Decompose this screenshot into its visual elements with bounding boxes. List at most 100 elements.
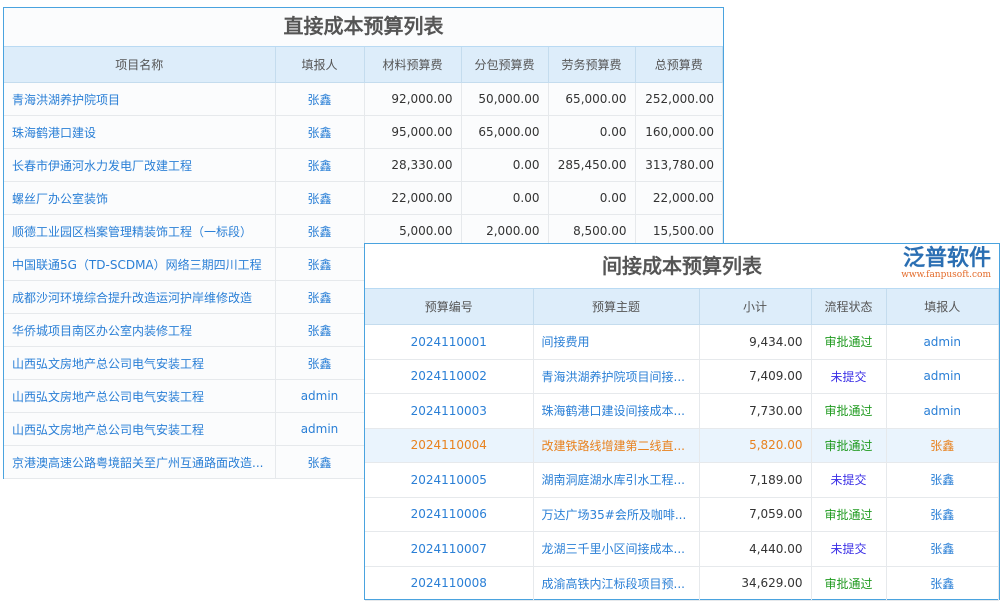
status-badge: 审批通过 [811, 393, 887, 429]
reporter[interactable]: 张鑫 [275, 346, 365, 380]
table-row[interactable]: 珠海鹤港口建设 张鑫 95,000.00 65,000.00 0.00 160,000.0… [4, 115, 723, 149]
project-name-link[interactable]: 山西弘文房地产总公司电气安装工程 [4, 346, 276, 380]
reporter[interactable]: 张鑫 [275, 115, 365, 149]
column-header[interactable]: 劳务预算费 [548, 47, 636, 83]
budget-subject-link[interactable]: 珠海鹤港口建设间接成本... [533, 393, 700, 429]
logo-name: 泛普软件 [902, 246, 991, 271]
column-header[interactable]: 预算主题 [533, 289, 700, 325]
subcontract-budget: 0.00 [461, 148, 549, 182]
table-row[interactable]: 2024110004 改建铁路线增建第二线直... 5,820.00 审批通过 张鑫 [365, 428, 999, 463]
fanpu-logo: 泛普软件 www.fanpusoft.com [901, 246, 991, 281]
project-name-link[interactable]: 青海洪湖养护院项目 [4, 82, 276, 116]
budget-subject-link[interactable]: 万达广场35#会所及咖啡... [533, 497, 700, 532]
table-row[interactable]: 2024110003 珠海鹤港口建设间接成本... 7,730.00 审批通过 admi… [365, 393, 999, 429]
status-badge: 未提交 [811, 462, 887, 498]
budget-id-link[interactable]: 2024110008 [365, 566, 534, 601]
column-header[interactable]: 分包预算费 [461, 47, 549, 83]
status-badge: 审批通过 [811, 566, 887, 601]
status-badge: 审批通过 [811, 497, 887, 532]
table-row[interactable]: 2024110007 龙湖三千里小区间接成本... 4,440.00 未提交 张鑫 [365, 531, 999, 567]
project-name-link[interactable]: 京港澳高速公路粤境韶关至广州互通路面改造... [4, 445, 276, 479]
project-name-link[interactable]: 山西弘文房地产总公司电气安装工程 [4, 412, 276, 446]
budget-id-link[interactable]: 2024110003 [365, 393, 534, 429]
reporter[interactable]: 张鑫 [275, 148, 365, 182]
project-name-link[interactable]: 珠海鹤港口建设 [4, 115, 276, 149]
reporter[interactable]: admin [275, 379, 365, 413]
budget-id-link[interactable]: 2024110002 [365, 359, 534, 394]
budget-subject-link[interactable]: 成渝高铁内江标段项目预... [533, 566, 700, 601]
table-row[interactable]: 长春市伊通河水力发电厂改建工程 张鑫 28,330.00 0.00 285,450.00… [4, 148, 723, 182]
reporter[interactable]: admin [886, 324, 999, 360]
budget-id-link[interactable]: 2024110007 [365, 531, 534, 567]
table-row[interactable]: 2024110008 成渝高铁内江标段项目预... 34,629.00 审批通过 张鑫 [365, 566, 999, 601]
total-budget: 160,000.00 [635, 115, 723, 149]
reporter[interactable]: 张鑫 [275, 313, 365, 347]
total-budget: 313,780.00 [635, 148, 723, 182]
table-row[interactable]: 顺德工业园区档案管理精装饰工程（一标段） 张鑫 5,000.00 2,000.00 8,… [4, 214, 723, 248]
reporter[interactable]: 张鑫 [275, 181, 365, 215]
column-header[interactable]: 填报人 [275, 47, 365, 83]
budget-id-link[interactable]: 2024110006 [365, 497, 534, 532]
column-header[interactable]: 材料预算费 [364, 47, 462, 83]
subtotal: 34,629.00 [699, 566, 812, 601]
reporter[interactable]: 张鑫 [275, 247, 365, 281]
subtotal: 4,440.00 [699, 531, 812, 567]
reporter[interactable]: admin [886, 393, 999, 429]
column-header[interactable]: 流程状态 [811, 289, 887, 325]
project-name-link[interactable]: 华侨城项目南区办公室内装修工程 [4, 313, 276, 347]
column-header[interactable]: 填报人 [886, 289, 999, 325]
logo-url: www.fanpusoft.com [901, 270, 991, 281]
project-name-link[interactable]: 中国联通5G（TD-SCDMA）网络三期四川工程 [4, 247, 276, 281]
reporter[interactable]: 张鑫 [275, 82, 365, 116]
budget-subject-link[interactable]: 间接费用 [533, 324, 700, 360]
project-name-link[interactable]: 顺德工业园区档案管理精装饰工程（一标段） [4, 214, 276, 248]
status-badge: 审批通过 [811, 428, 887, 463]
table-row[interactable]: 青海洪湖养护院项目 张鑫 92,000.00 50,000.00 65,000.00 25… [4, 82, 723, 116]
budget-subject-link[interactable]: 龙湖三千里小区间接成本... [533, 531, 700, 567]
status-badge: 审批通过 [811, 324, 887, 360]
reporter[interactable]: 张鑫 [275, 214, 365, 248]
project-name-link[interactable]: 长春市伊通河水力发电厂改建工程 [4, 148, 276, 182]
project-name-link[interactable]: 成都沙河环境综合提升改造运河护岸维修改造 [4, 280, 276, 314]
column-header[interactable]: 项目名称 [4, 47, 276, 83]
status-badge: 未提交 [811, 359, 887, 394]
labor-budget: 285,450.00 [548, 148, 636, 182]
table-row[interactable]: 2024110005 湖南洞庭湖水库引水工程... 7,189.00 未提交 张鑫 [365, 462, 999, 498]
table-row[interactable]: 2024110001 间接费用 9,434.00 审批通过 admin [365, 324, 999, 360]
table-row[interactable]: 螺丝厂办公室装饰 张鑫 22,000.00 0.00 0.00 22,000.00 [4, 181, 723, 215]
reporter[interactable]: 张鑫 [886, 497, 999, 532]
reporter[interactable]: 张鑫 [886, 566, 999, 601]
subtotal: 7,409.00 [699, 359, 812, 394]
budget-subject-link[interactable]: 青海洪湖养护院项目间接... [533, 359, 700, 394]
reporter[interactable]: 张鑫 [886, 428, 999, 463]
column-header[interactable]: 预算编号 [365, 289, 534, 325]
subcontract-budget: 2,000.00 [461, 214, 549, 248]
column-header[interactable]: 总预算费 [635, 47, 723, 83]
material-budget: 22,000.00 [364, 181, 462, 215]
budget-id-link[interactable]: 2024110001 [365, 324, 534, 360]
budget-id-link[interactable]: 2024110004 [365, 428, 534, 463]
budget-subject-link[interactable]: 改建铁路线增建第二线直... [533, 428, 700, 463]
project-name-link[interactable]: 螺丝厂办公室装饰 [4, 181, 276, 215]
subtotal: 7,059.00 [699, 497, 812, 532]
material-budget: 28,330.00 [364, 148, 462, 182]
labor-budget: 0.00 [548, 181, 636, 215]
budget-subject-link[interactable]: 湖南洞庭湖水库引水工程... [533, 462, 700, 498]
reporter[interactable]: 张鑫 [275, 445, 365, 479]
reporter[interactable]: 张鑫 [275, 280, 365, 314]
reporter[interactable]: 张鑫 [886, 462, 999, 498]
column-header[interactable]: 小计 [699, 289, 812, 325]
reporter[interactable]: 张鑫 [886, 531, 999, 567]
subcontract-budget: 0.00 [461, 181, 549, 215]
subcontract-budget: 50,000.00 [461, 82, 549, 116]
indirect-cost-panel: 间接成本预算列表 预算编号 预算主题 小计 流程状态 填报人 2024110001 间接费… [364, 243, 1000, 601]
reporter[interactable]: admin [886, 359, 999, 394]
material-budget: 92,000.00 [364, 82, 462, 116]
reporter[interactable]: admin [275, 412, 365, 446]
subtotal: 5,820.00 [699, 428, 812, 463]
budget-id-link[interactable]: 2024110005 [365, 462, 534, 498]
table-row[interactable]: 2024110002 青海洪湖养护院项目间接... 7,409.00 未提交 admin [365, 359, 999, 394]
project-name-link[interactable]: 山西弘文房地产总公司电气安装工程 [4, 379, 276, 413]
subcontract-budget: 65,000.00 [461, 115, 549, 149]
table-row[interactable]: 2024110006 万达广场35#会所及咖啡... 7,059.00 审批通过 张鑫 [365, 497, 999, 532]
